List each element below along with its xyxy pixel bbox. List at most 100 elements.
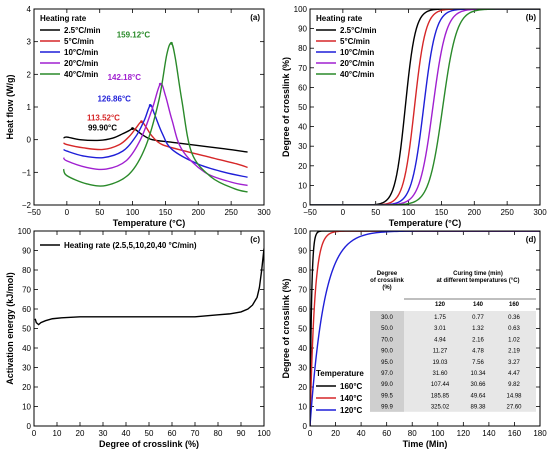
x-tick-label: 100 xyxy=(257,429,271,438)
table-cell: 1.02 xyxy=(508,337,520,343)
axes-frame xyxy=(33,230,265,427)
legend-entry: 40°C/min xyxy=(340,70,374,79)
x-tick-label: 300 xyxy=(257,208,271,217)
x-tick-label: 40 xyxy=(357,429,366,438)
x-tick-label: 100 xyxy=(126,208,140,217)
panel-label: (d) xyxy=(526,235,537,244)
legend-title: Heating rate xyxy=(40,14,87,23)
legend-entry: 10°C/min xyxy=(340,48,374,57)
y-tick-label: 20 xyxy=(22,383,31,392)
table-cell: 31.60 xyxy=(432,371,448,377)
table-cell: 99.9 xyxy=(381,405,393,411)
table-cell: 50.0 xyxy=(381,326,393,332)
table-cell: 2.19 xyxy=(508,349,520,355)
series-line-0 xyxy=(310,9,540,205)
x-tick-label: 200 xyxy=(468,208,482,217)
legend-entry: 2.5°C/min xyxy=(340,26,377,35)
y-axis-label: Degree of crosslink (%) xyxy=(281,278,291,378)
table-cell: 3.01 xyxy=(434,326,446,332)
peak-marker xyxy=(131,127,134,130)
peak-marker xyxy=(148,103,152,107)
table-cell: 1.32 xyxy=(472,326,484,332)
x-tick-label: 0 xyxy=(341,208,346,217)
y-tick-label: 0 xyxy=(303,201,308,210)
x-tick-label: 300 xyxy=(533,208,547,217)
y-tick-label: 70 xyxy=(298,286,307,295)
table-cell: 0.77 xyxy=(472,315,484,321)
y-tick-label: 100 xyxy=(294,5,308,14)
x-tick-label: 90 xyxy=(237,429,246,438)
table-cell: 30.0 xyxy=(381,315,393,321)
y-tick-label: 80 xyxy=(22,266,31,275)
x-tick-label: 10 xyxy=(53,429,62,438)
y-tick-label: 4 xyxy=(27,5,32,14)
legend-entry: 160°C xyxy=(340,382,363,391)
legend-entry: 5°C/min xyxy=(64,37,94,46)
panel-label: (b) xyxy=(526,13,537,22)
x-axis-label: Degree of crosslink (%) xyxy=(99,439,199,449)
y-tick-label: 30 xyxy=(22,364,31,373)
table-col0-header: Degree xyxy=(377,271,398,277)
series-line-1 xyxy=(310,9,540,205)
legend-title: Temperature xyxy=(316,369,364,378)
y-tick-label: 10 xyxy=(22,403,31,412)
peak-marker xyxy=(158,82,162,86)
table-cell: 10.34 xyxy=(470,371,486,377)
table-first-col-shade xyxy=(370,311,404,412)
table-cell: 14.98 xyxy=(506,393,522,399)
table-cell: 325.02 xyxy=(431,405,450,411)
y-tick-label: 40 xyxy=(298,123,307,132)
axes-frame xyxy=(309,230,541,427)
peak-annotation: 126.86°C xyxy=(97,94,131,103)
table-cell: 7.56 xyxy=(472,360,484,366)
peak-annotation: 159.12°C xyxy=(117,30,151,39)
legend-entry: 2.5°C/min xyxy=(64,26,101,35)
x-tick-label: 250 xyxy=(500,208,514,217)
y-tick-label: 10 xyxy=(298,181,307,190)
y-tick-label: 100 xyxy=(18,227,32,236)
y-tick-label: 3 xyxy=(27,38,32,47)
series-line-4 xyxy=(62,42,248,193)
table-cell: 89.38 xyxy=(470,405,486,411)
y-tick-label: 40 xyxy=(22,344,31,353)
y-tick-label: 30 xyxy=(298,364,307,373)
peak-annotation: 99.90°C xyxy=(88,124,117,133)
x-tick-label: 60 xyxy=(168,429,177,438)
table-cell: 4.94 xyxy=(434,337,446,343)
legend-entry: 40°C/min xyxy=(64,70,98,79)
table-cell: 27.60 xyxy=(506,405,522,411)
y-tick-label: −2 xyxy=(22,201,32,210)
panel-0: −50 0 50 100 150 200 250 300 −2 −1 0 1 2 3 4 Temperatur… xyxy=(5,5,271,228)
table-cell: 97.0 xyxy=(381,371,393,377)
y-tick-label: 80 xyxy=(298,44,307,53)
panel-label: (c) xyxy=(250,235,260,244)
x-tick-label: 180 xyxy=(533,429,547,438)
x-tick-label: 120 xyxy=(457,429,471,438)
table-cell: 90.0 xyxy=(381,349,393,355)
x-tick-label: 0 xyxy=(308,429,313,438)
legend-entry: 140°C xyxy=(340,394,363,403)
legend-entry: 20°C/min xyxy=(340,59,374,68)
table-cell: 9.82 xyxy=(508,382,520,388)
y-tick-label: 0 xyxy=(27,422,32,431)
x-tick-label: 100 xyxy=(431,429,445,438)
x-tick-label: 200 xyxy=(192,208,206,217)
legend-entry: Heating rate (2.5,5,10,20,40 °C/min) xyxy=(64,241,197,250)
y-tick-label: 60 xyxy=(22,305,31,314)
x-tick-label: 50 xyxy=(95,208,104,217)
series-line-2 xyxy=(63,104,248,178)
panel-label: (a) xyxy=(250,13,260,22)
x-tick-label: 80 xyxy=(408,429,417,438)
table-cell: 99.5 xyxy=(381,393,393,399)
x-tick-label: 50 xyxy=(145,429,154,438)
table-group-header: at different temperatures (°C) xyxy=(436,278,519,284)
x-tick-label: 40 xyxy=(122,429,131,438)
x-axis-label: Temperature (°C) xyxy=(389,218,461,228)
series-line-0 xyxy=(34,248,264,326)
y-tick-label: −1 xyxy=(22,168,32,177)
panel-1: −50 0 50 100 150 200 250 3000102030405060708090… xyxy=(281,5,547,228)
y-tick-label: 10 xyxy=(298,403,307,412)
x-tick-label: 0 xyxy=(65,208,70,217)
